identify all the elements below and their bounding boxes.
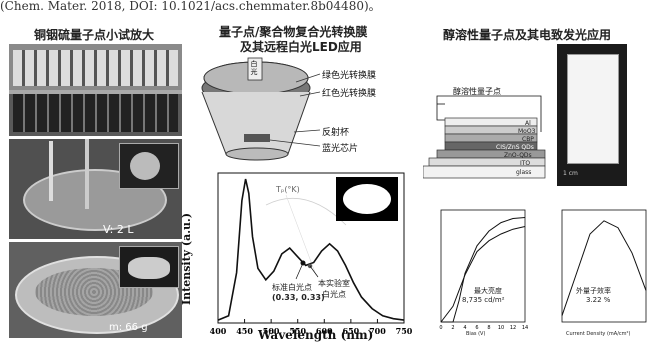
eqe-series-line [561, 220, 647, 316]
middle-panel-title-line1: 量子点/聚合物复合光转换膜 [219, 25, 368, 39]
jvl-x-tick-label: 12 [510, 325, 516, 331]
powder-photo: m: 66 g [9, 242, 182, 338]
reactor-inset-photo [119, 143, 179, 189]
jvl-x-tick-label: 8 [487, 325, 490, 331]
layer-ito: ITO [520, 160, 531, 167]
spectrum-x-tick-label: 450 [236, 326, 253, 336]
layer-moo3: MoO3 [518, 128, 536, 135]
max-luminance-annotation-1: 最大亮度 [474, 287, 502, 295]
jvl-plot-frame [440, 209, 526, 323]
blue-chip-label: 蓝光芯片 [322, 144, 359, 154]
mass-label: m: 66 g [109, 322, 148, 333]
reflector-cup-label: 反射杯 [322, 128, 350, 138]
layer-zno: ZnO-QDs [504, 152, 532, 159]
reactor-photo: V: 2 L [9, 139, 182, 239]
jvl-x-tick-label: 10 [498, 325, 504, 331]
jvl-chart: 0 2 4 6 8 10 12 14 [439, 209, 528, 331]
eqe-annotation-1: 外量子效率 [576, 287, 611, 295]
left-panel-title: 铜铟硫量子点小试放大 [34, 28, 155, 42]
middle-panel-title-line2: 及其远程白光LED应用 [240, 40, 362, 54]
jvl-x-tick-label: 6 [475, 325, 478, 331]
spectrum-x-tick-label: 550 [289, 326, 306, 336]
spectrum-x-tick-label: 400 [210, 326, 227, 336]
eqe-x-axis-label: Current Density (mA/cm²) [566, 331, 631, 337]
spectrum-series-line [217, 178, 405, 321]
reflector-cup [201, 91, 311, 155]
led-glow [343, 184, 391, 214]
current-density-line [440, 226, 526, 323]
green-film-label: 绿色光转换膜 [322, 71, 377, 81]
powder-inset-photo [119, 246, 179, 288]
eqe-annotation-2: 3.22 % [586, 296, 611, 304]
eqe-chart [561, 209, 647, 323]
layer-al: Al [525, 120, 531, 127]
jvl-x-axis-label: Bias (V) [466, 331, 486, 337]
standard-white-point-coords: (0.33, 0.33) [272, 293, 325, 302]
device-stack-diagram [423, 95, 546, 179]
el-device-photo: 1 cm [557, 44, 627, 186]
lab-white-point-label-1: 本实验室 [318, 279, 350, 288]
photo-scale-label: 1 cm [563, 170, 578, 177]
spectrum-x-tick-label: 700 [369, 326, 386, 336]
lab-white-point-label-2: 白光点 [322, 290, 346, 299]
layer-glass: glass [516, 169, 532, 176]
right-panel-title: 醇溶性量子点及其电致发光应用 [443, 28, 612, 42]
spectrum-y-axis-label: Intensity (a.u.) [180, 212, 193, 305]
spectrum-x-tick-label: 650 [343, 326, 360, 336]
blue-chip [244, 134, 270, 142]
max-luminance-annotation-2: 8,735 cd/m² [462, 296, 505, 304]
luminance-line [441, 217, 526, 323]
layer-cbp: CBP [522, 136, 534, 143]
jvl-x-tick-label: 2 [451, 325, 454, 331]
standard-white-point-label: 标准白光点 [272, 283, 312, 292]
jvl-x-tick-label: 0 [439, 325, 442, 331]
white-light-label: 白光 [250, 60, 258, 76]
jvl-x-tick-label: 4 [463, 325, 466, 331]
qd-label: 醇溶性量子点 [453, 87, 501, 96]
jvl-x-tick-label: 14 [522, 325, 528, 331]
volume-label: V: 2 L [103, 223, 134, 236]
spectrum-x-tick-label: 500 [263, 326, 280, 336]
eqe-plot-frame [561, 209, 647, 323]
layer-qds: CIS/ZnS QDs [496, 144, 534, 151]
el-glow-area [567, 54, 619, 164]
spectrum-x-tick-label: 600 [316, 326, 333, 336]
caption-fragment: (Chem. Mater. 2018, DOI: 10.1021/acs.che… [0, 0, 381, 13]
temperature-annotation: Tₚ(°K) [276, 185, 300, 194]
remote-led-diagram [201, 57, 321, 161]
spectrum-chart: 400 450 500 550 600 650 700 750 [210, 172, 413, 336]
spectrum-x-axis-label: Wavelength (nm) [258, 328, 374, 342]
spectrum-x-tick-label: 750 [396, 326, 413, 336]
red-film-label: 红色光转换膜 [322, 89, 377, 99]
vials-photo [9, 44, 182, 136]
